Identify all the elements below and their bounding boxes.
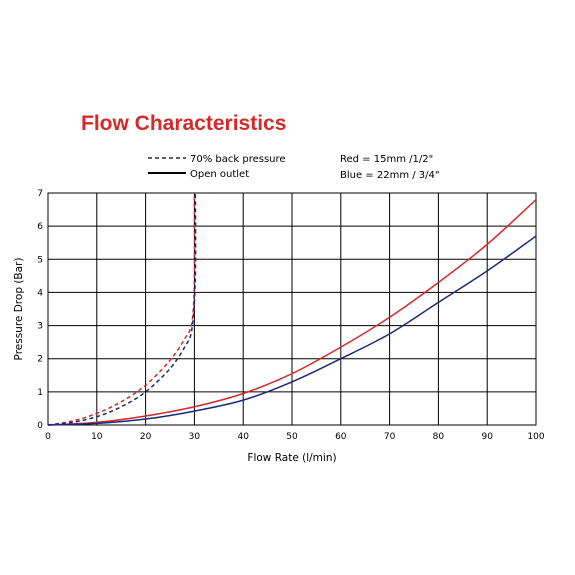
x-tick-label-80: 80 xyxy=(433,432,445,442)
series-group xyxy=(47,192,537,426)
y-tick-label-2: 2 xyxy=(37,355,43,365)
legend-colors: Red = 15mm /1/2" Blue = 22mm / 3/4" xyxy=(340,154,440,181)
y-tick-label-6: 6 xyxy=(37,222,43,232)
y-tick-label-5: 5 xyxy=(37,255,43,265)
x-tick-label-20: 20 xyxy=(140,432,152,442)
legend-label-back-pressure: 70% back pressure xyxy=(190,154,286,165)
x-tick-label-100: 100 xyxy=(527,432,544,442)
x-tick-label-60: 60 xyxy=(335,432,347,442)
plot-frame xyxy=(47,192,537,426)
y-tick-label-1: 1 xyxy=(37,388,43,398)
x-tick-labels: 0 10 20 30 40 50 60 70 80 90 100 xyxy=(45,432,545,442)
x-tick-label-90: 90 xyxy=(481,432,493,442)
x-axis-label: Flow Rate (l/min) xyxy=(247,452,336,464)
series-line-back-pressure-3 xyxy=(47,192,197,426)
legend-label-open-outlet: Open outlet xyxy=(190,169,249,180)
y-axis-label: Pressure Drop (Bar) xyxy=(13,258,25,361)
chart-title: Flow Characteristics xyxy=(81,112,287,135)
series-line-open-1 xyxy=(47,235,537,426)
x-tick-label-0: 0 xyxy=(45,432,51,442)
y-tick-label-4: 4 xyxy=(37,288,43,298)
y-tick-label-3: 3 xyxy=(37,322,43,332)
grid-lines xyxy=(47,192,537,426)
legend-label-blue: Blue = 22mm / 3/4" xyxy=(340,170,440,181)
series-line-open-0 xyxy=(47,199,537,426)
y-tick-label-7: 7 xyxy=(37,189,43,199)
x-tick-label-30: 30 xyxy=(189,432,201,442)
x-tick-label-10: 10 xyxy=(91,432,103,442)
x-tick-label-40: 40 xyxy=(237,432,249,442)
legend-label-red: Red = 15mm /1/2" xyxy=(340,154,433,165)
y-tick-labels: 0 1 2 3 4 5 6 7 xyxy=(37,189,43,431)
legend-line-style: 70% back pressure Open outlet xyxy=(148,154,286,180)
y-tick-label-0: 0 xyxy=(37,421,43,431)
x-tick-label-50: 50 xyxy=(286,432,298,442)
x-tick-label-70: 70 xyxy=(384,432,396,442)
series-line-back-pressure-2 xyxy=(47,192,196,426)
